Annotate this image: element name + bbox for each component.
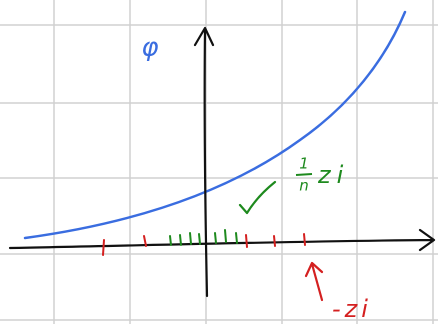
mean-numerator: 1	[299, 155, 309, 173]
point-label: -zi	[332, 295, 372, 323]
mean-pointer	[240, 182, 275, 213]
x-axis	[10, 230, 434, 250]
sketch: φ 1 n zi -zi	[0, 0, 438, 324]
y-axis	[195, 28, 213, 296]
page: φ 1 n zi -zi (() => { const data = JSON.…	[0, 0, 438, 324]
function-curve	[25, 12, 405, 238]
point-arrow	[306, 263, 322, 300]
fraction-bar	[296, 174, 312, 175]
mean-denominator: n	[299, 177, 309, 195]
function-label: φ	[141, 33, 158, 63]
grid-paper	[0, 0, 438, 324]
mean-symbol: zi	[317, 161, 349, 189]
